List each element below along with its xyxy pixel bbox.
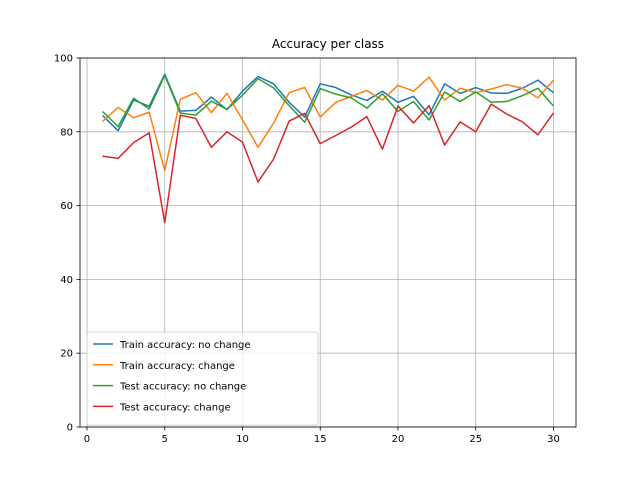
x-tick-label: 10 [236,434,249,445]
x-tick-label: 20 [392,434,405,445]
series-lines [102,73,555,224]
legend-label: Train accuracy: change [119,361,235,372]
legend-label: Train accuracy: no change [119,340,251,351]
axis-ticks: 0 5 10 15 20 25 30 0 20 40 60 80 100 [54,54,560,446]
chart-title: Accuracy per class [272,37,384,51]
x-tick-label: 0 [84,434,90,445]
legend-label: Test accuracy: change [119,402,231,413]
y-tick-label: 60 [60,201,73,212]
series-line-3 [102,74,555,128]
plot-frame [79,57,577,428]
x-tick-label: 5 [162,434,168,445]
y-tick-label: 20 [60,349,73,360]
y-tick-label: 0 [67,423,73,434]
legend-label: Test accuracy: no change [119,382,246,393]
legend: Train accuracy: no change Train accuracy:… [86,331,319,426]
series-line-2 [102,76,555,172]
y-tick-label: 100 [54,54,73,65]
legend-box [86,331,319,426]
series-line-4 [102,103,555,224]
x-tick-label: 15 [314,434,327,445]
y-tick-label: 80 [60,127,73,138]
x-tick-label: 25 [469,434,482,445]
x-tick-label: 30 [547,434,560,445]
y-tick-label: 40 [60,275,73,286]
